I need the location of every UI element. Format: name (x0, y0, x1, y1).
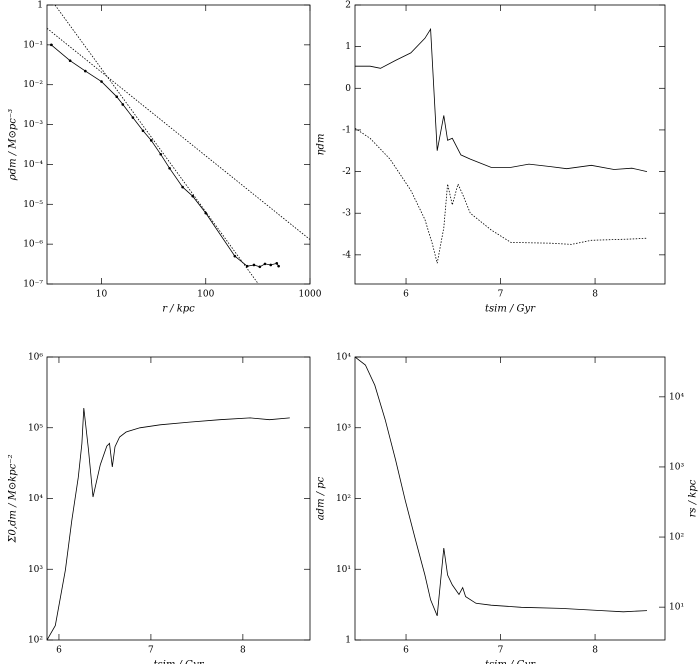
y-tick-label: 10⁻⁷ (23, 280, 43, 290)
y-tick-label: 2 (345, 1, 351, 11)
x-axis-label: r / kpc (162, 304, 195, 315)
data-line (51, 44, 279, 268)
y-tick-label: 10⁻⁶ (23, 240, 43, 250)
dotted-line (54, 5, 259, 284)
data-point (115, 95, 119, 99)
x-tick-label: 7 (498, 646, 504, 656)
y-tick-label: 1 (37, 1, 43, 11)
data-point (275, 262, 279, 265)
x-axis-label: tsim / Gyr (154, 660, 205, 664)
y-tick-label: 10³ (336, 423, 351, 433)
y-tick-label: 1 (345, 42, 351, 52)
x-tick-label: 7 (148, 646, 154, 656)
data-point (141, 129, 145, 133)
x-tick-label: 1000 (299, 290, 322, 300)
y-tick-label: 10⁻³ (23, 120, 43, 130)
y-tick-label: 10⁻⁴ (23, 160, 43, 170)
x-tick-label: 8 (592, 646, 598, 656)
data-point (131, 116, 135, 119)
data-point (245, 264, 249, 268)
data-point (191, 194, 195, 198)
plot-frame (354, 4, 666, 285)
x-tick-label: 100 (197, 290, 214, 300)
y-tick-label: 10⁴ (28, 494, 43, 504)
y2-tick-label: 10⁴ (669, 392, 684, 402)
y-tick-label: -3 (342, 209, 351, 219)
dotted-line (47, 27, 310, 240)
y-tick-label: 10⁴ (336, 353, 351, 363)
data-point (277, 264, 280, 268)
data-point (263, 262, 267, 266)
y-tick-label: 10² (336, 494, 351, 504)
dotted-line (355, 127, 648, 264)
x-tick-label: 10 (96, 290, 108, 300)
plot-frame (46, 4, 311, 285)
data-point (100, 80, 103, 83)
data-point (68, 59, 72, 63)
x-tick-label: 7 (498, 290, 504, 300)
y2-tick-label: 10³ (669, 462, 684, 472)
y-tick-label: 10⁻⁵ (23, 200, 43, 210)
y-tick-label: 10⁶ (28, 353, 43, 363)
y-axis-label: adm / pc (316, 476, 327, 520)
y2-axis-label: rs / kpc (688, 479, 699, 517)
y-tick-label: -1 (342, 125, 351, 135)
y-tick-label: 10⁻¹ (23, 40, 43, 50)
x-tick-label: 6 (403, 290, 409, 300)
x-tick-label: 6 (56, 646, 62, 656)
x-tick-label: 8 (240, 646, 246, 656)
x-tick-label: 8 (592, 290, 598, 300)
plot-frame (46, 356, 311, 641)
y-tick-label: 1 (345, 636, 351, 646)
y-axis-label: ρdm / M⊙pc⁻³ (8, 109, 19, 181)
data-point (121, 103, 125, 106)
data-line (355, 27, 648, 172)
y-tick-label: 10³ (28, 565, 43, 575)
data-point (50, 43, 53, 47)
data-point (159, 152, 163, 156)
data-line (355, 357, 648, 616)
data-point (181, 185, 184, 189)
y-tick-label: 10¹ (336, 565, 351, 575)
y-tick-label: 10² (28, 636, 43, 646)
x-tick-label: 6 (403, 646, 409, 656)
y-axis-label: Σ0,dm / M⊙kpc⁻² (8, 454, 19, 543)
y-tick-label: 10⁵ (28, 423, 43, 433)
data-point (149, 139, 153, 142)
data-point (233, 254, 237, 258)
x-axis-label: tsim / Gyr (485, 660, 536, 664)
y-tick-label: 10⁻² (23, 80, 43, 90)
data-point (168, 166, 171, 170)
data-point (84, 69, 87, 73)
plot-frame (354, 356, 666, 641)
x-axis-label: tsim / Gyr (485, 304, 536, 315)
y-tick-label: 0 (345, 84, 351, 94)
data-point (269, 263, 273, 267)
y-tick-label: -2 (342, 167, 351, 177)
data-point (258, 265, 262, 269)
y2-tick-label: 10¹ (669, 603, 684, 613)
y-tick-label: -4 (342, 250, 351, 260)
y2-tick-label: 10² (669, 533, 684, 543)
data-point (252, 263, 256, 267)
y-axis-label: ηdm (316, 134, 327, 156)
data-line (47, 407, 290, 640)
data-point (204, 211, 208, 215)
